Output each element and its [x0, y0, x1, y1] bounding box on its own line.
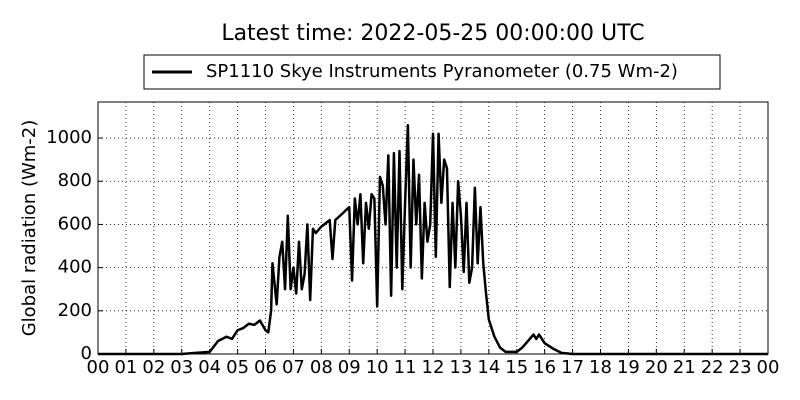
x-tick-label: 11 [394, 357, 417, 378]
x-tick-label: 16 [533, 357, 556, 378]
x-tick-label: 20 [645, 357, 668, 378]
x-tick-label: 23 [729, 357, 752, 378]
y-tick-label: 600 [58, 213, 92, 234]
x-tick-label: 01 [114, 357, 137, 378]
x-tick-label: 17 [561, 357, 584, 378]
x-tick-label: 14 [477, 357, 500, 378]
x-tick-label: 18 [589, 357, 612, 378]
legend-box [143, 54, 721, 90]
x-tick-label: 04 [198, 357, 221, 378]
x-tick-label: 21 [673, 357, 696, 378]
x-tick-label: 07 [282, 357, 305, 378]
data-line [98, 123, 768, 356]
x-tick-label: 15 [505, 357, 528, 378]
x-tick-label: 06 [254, 357, 277, 378]
x-tick-label: 09 [338, 357, 361, 378]
x-tick-label: 10 [366, 357, 389, 378]
legend-label: SP1110 Skye Instruments Pyranometer (0.7… [206, 61, 678, 82]
x-tick-label: 13 [449, 357, 472, 378]
y-axis-label: Global radiation (Wm-2) [19, 120, 40, 337]
x-tick-label: 12 [422, 357, 445, 378]
y-tick-label: 1000 [46, 127, 92, 148]
plot-frame [97, 101, 769, 355]
x-tick-label: 05 [226, 357, 249, 378]
chart-title: Latest time: 2022-05-25 00:00:00 UTC [221, 21, 644, 46]
x-tick-label: 03 [170, 357, 193, 378]
x-tick-label: 02 [142, 357, 165, 378]
y-tick-label: 200 [58, 300, 92, 321]
y-tick-label: 0 [81, 343, 92, 364]
x-tick-label: 00 [87, 357, 110, 378]
y-tick-label: 400 [58, 257, 92, 278]
x-tick-label: 22 [701, 357, 724, 378]
x-tick-label: 19 [617, 357, 640, 378]
y-tick-label: 800 [58, 170, 92, 191]
x-tick-label: 08 [310, 357, 333, 378]
x-tick-label: 00 [757, 357, 780, 378]
